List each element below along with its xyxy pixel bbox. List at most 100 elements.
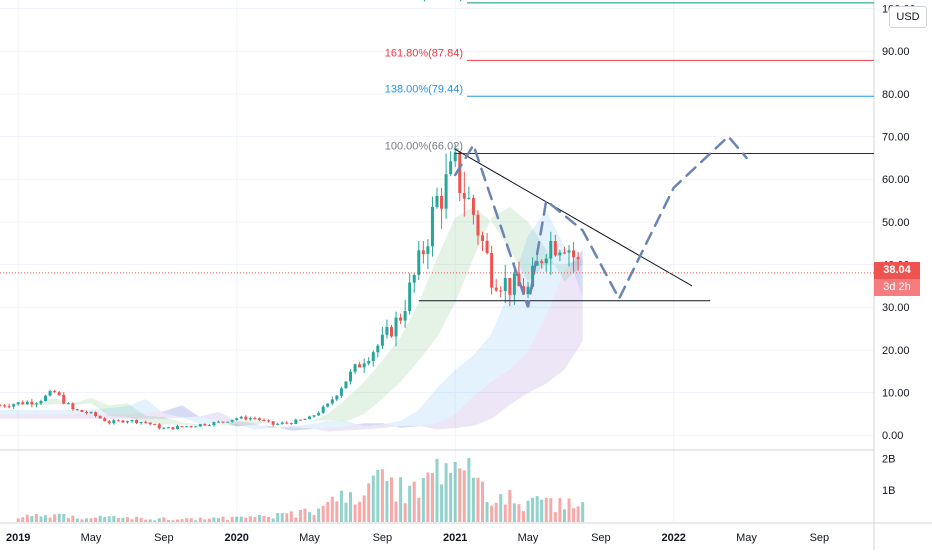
volume-bar bbox=[335, 501, 339, 522]
gridlines bbox=[0, 0, 874, 522]
candle-body bbox=[253, 418, 257, 420]
candle-body bbox=[335, 395, 339, 400]
candles bbox=[0, 143, 580, 431]
volume-bar bbox=[576, 506, 580, 522]
candle-body bbox=[467, 197, 471, 199]
volume-bar bbox=[285, 513, 289, 522]
candle-body bbox=[153, 424, 157, 426]
candle-body bbox=[481, 235, 485, 241]
currency-badge[interactable]: USD bbox=[889, 6, 927, 28]
candle-body bbox=[494, 287, 498, 291]
volume-bar bbox=[503, 504, 507, 522]
candle-body bbox=[444, 174, 448, 209]
volume-bar bbox=[412, 481, 416, 522]
candle-body bbox=[426, 246, 430, 255]
candle-body bbox=[503, 277, 507, 292]
volume-bar bbox=[421, 478, 425, 522]
candle-body bbox=[449, 161, 453, 175]
volume-bar bbox=[180, 519, 184, 522]
volume-bar bbox=[417, 497, 421, 522]
volume-bar bbox=[430, 473, 434, 522]
volume-bar bbox=[380, 469, 384, 522]
volume-bar bbox=[89, 518, 93, 522]
candle-body bbox=[544, 258, 548, 264]
volume-bar bbox=[48, 517, 52, 522]
candle-body bbox=[239, 416, 243, 419]
candle-body bbox=[248, 418, 252, 420]
volume-bar bbox=[244, 517, 248, 522]
volume-bar bbox=[376, 469, 380, 522]
volume-bar bbox=[353, 504, 357, 522]
volume-bar bbox=[157, 518, 161, 522]
volume-bar bbox=[467, 458, 471, 522]
volume-bar bbox=[226, 520, 230, 522]
volume-bar bbox=[321, 505, 325, 522]
volume-bar bbox=[508, 489, 512, 522]
volume-bar bbox=[80, 519, 84, 522]
volume-bar bbox=[317, 508, 321, 522]
candle-body bbox=[362, 363, 366, 368]
candle-body bbox=[80, 409, 84, 412]
time-tick-label: Sep bbox=[591, 532, 611, 544]
candle-body bbox=[531, 265, 535, 287]
time-tick-label: May bbox=[736, 532, 757, 544]
candle-body bbox=[180, 426, 184, 428]
candle-body bbox=[139, 422, 143, 424]
price-tick-label: 50.00 bbox=[882, 217, 910, 229]
candle-body bbox=[162, 428, 166, 430]
candle-body bbox=[549, 241, 553, 259]
volume-bar bbox=[531, 497, 535, 522]
candle-body bbox=[440, 195, 444, 209]
candle-body bbox=[34, 403, 38, 405]
volume-bar bbox=[517, 504, 521, 522]
candle-body bbox=[476, 214, 480, 236]
candle-body bbox=[212, 422, 216, 426]
candle-body bbox=[294, 419, 298, 424]
candle-body bbox=[485, 240, 489, 254]
candle-body bbox=[508, 277, 512, 295]
time-tick-label: Sep bbox=[810, 532, 830, 544]
volume-bar bbox=[153, 520, 157, 522]
volume-bar bbox=[349, 492, 353, 522]
volume-bar bbox=[389, 477, 393, 522]
time-tick-label: Sep bbox=[154, 532, 174, 544]
candle-body bbox=[16, 402, 20, 405]
volume-bar bbox=[107, 516, 111, 522]
volume-bar bbox=[230, 516, 234, 522]
volume-bar bbox=[458, 468, 462, 522]
candle-body bbox=[7, 406, 11, 408]
time-tick-label: May bbox=[299, 532, 320, 544]
volume-bar bbox=[25, 514, 29, 522]
volume-bar bbox=[553, 512, 557, 522]
candle-body bbox=[0, 405, 2, 407]
candle-body bbox=[385, 326, 389, 335]
candle-body bbox=[562, 252, 566, 254]
candle-body bbox=[116, 420, 120, 422]
price-tick-label: 70.00 bbox=[882, 132, 910, 144]
candle-body bbox=[189, 426, 193, 428]
volume-bar bbox=[312, 514, 316, 522]
candle-body bbox=[339, 388, 343, 396]
volume-bar bbox=[558, 498, 562, 522]
volume-bar bbox=[71, 515, 75, 522]
volume-bar bbox=[308, 512, 312, 522]
volume-bar bbox=[289, 511, 293, 522]
time-tick-label: 2020 bbox=[224, 532, 248, 544]
volume-bar bbox=[221, 516, 225, 522]
candle-body bbox=[53, 391, 57, 393]
volume-bar bbox=[235, 516, 239, 522]
candle-body bbox=[148, 422, 152, 425]
candle-body bbox=[517, 273, 521, 287]
fib-level-label: 161.80%(87.84) bbox=[385, 47, 463, 59]
bar-countdown-label: 3d 2h bbox=[874, 279, 920, 296]
volume-bar bbox=[75, 518, 79, 522]
volume-bar bbox=[144, 519, 148, 522]
candle-body bbox=[394, 317, 398, 337]
candle-body bbox=[176, 426, 180, 430]
volume-bar bbox=[262, 516, 266, 522]
candle-body bbox=[198, 424, 202, 427]
volume-axis: 1B 2B bbox=[882, 453, 895, 497]
volume-tick-label: 1B bbox=[882, 485, 895, 497]
